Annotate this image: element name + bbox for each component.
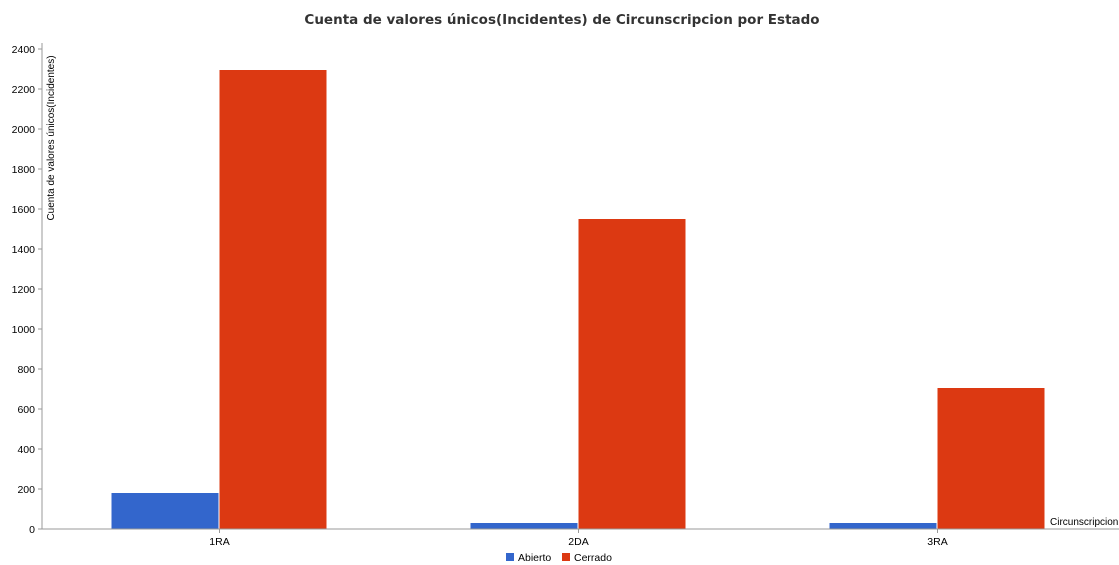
x-tick-label: 1RA	[209, 536, 229, 548]
y-tick-label: 1400	[12, 244, 36, 256]
bar-abierto-2da	[470, 523, 578, 529]
bar-cerrado-2da	[578, 219, 686, 529]
legend-swatch-cerrado	[562, 553, 570, 561]
y-tick-label: 1600	[12, 204, 36, 216]
y-tick-label: 2000	[12, 124, 36, 136]
y-tick-label: 2200	[12, 84, 36, 96]
y-tick-label: 400	[17, 444, 35, 456]
x-axis: 1RA 2DA 3RA	[38, 528, 1119, 548]
chart-title: Cuenta de valores únicos(Incidentes) de …	[304, 12, 819, 28]
bar-cerrado-1ra	[219, 70, 327, 529]
y-axis: 0 200 400 600 800 1000 1200 1400 1600 1800 2000 220…	[12, 43, 43, 536]
x-tick-label: 2DA	[568, 536, 588, 548]
y-tick-label: 200	[17, 484, 35, 496]
y-tick-label: 600	[17, 404, 35, 416]
y-tick-label: 2400	[12, 44, 36, 56]
x-tick-label: 3RA	[927, 536, 947, 548]
legend: Abierto Cerrado	[506, 552, 612, 564]
y-tick-label: 1000	[12, 324, 36, 336]
y-tick-label: 1200	[12, 284, 36, 296]
y-tick-label: 0	[29, 524, 35, 536]
legend-swatch-abierto	[506, 553, 514, 561]
x-axis-label: Circunscripcion	[1050, 517, 1118, 528]
bar-abierto-3ra	[829, 523, 937, 529]
y-axis-label: Cuenta de valores únicos(Incidentes)	[46, 55, 57, 220]
legend-label-abierto: Abierto	[518, 552, 551, 564]
bar-cerrado-3ra	[937, 388, 1045, 529]
bars	[111, 70, 1045, 529]
bar-abierto-1ra	[111, 493, 219, 529]
y-tick-label: 1800	[12, 164, 36, 176]
legend-label-cerrado: Cerrado	[574, 552, 612, 564]
y-tick-label: 800	[17, 364, 35, 376]
